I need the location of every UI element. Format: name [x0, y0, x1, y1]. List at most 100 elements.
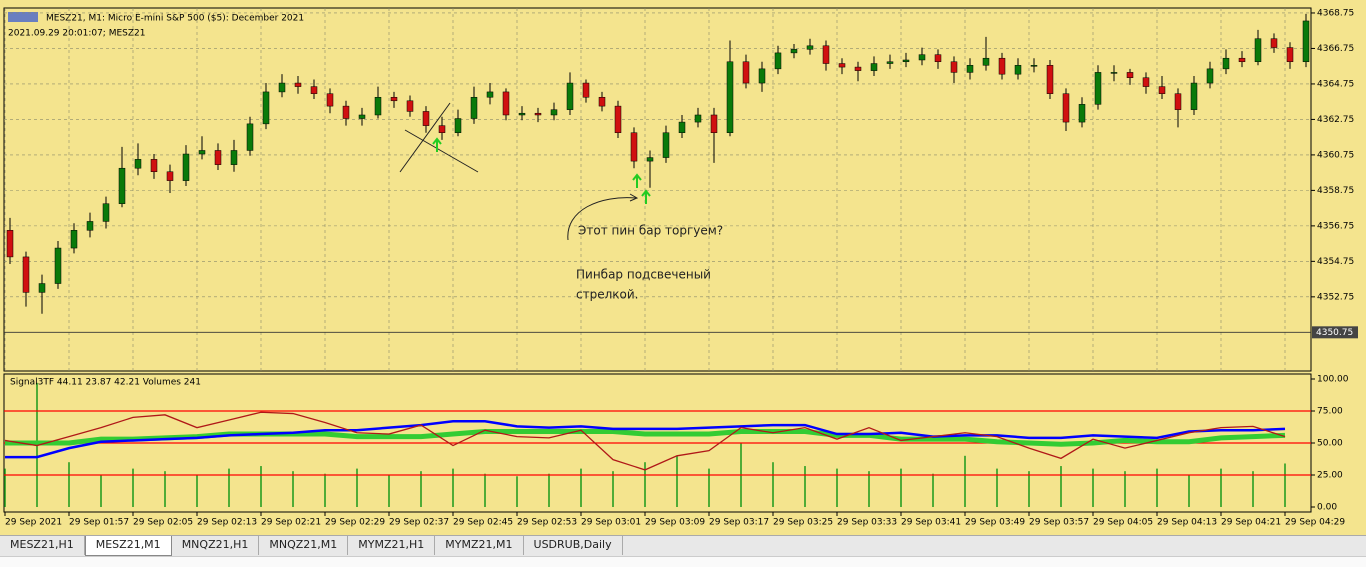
hand-drawn-line — [404, 129, 479, 173]
annotation: Пинбар подсвеченый — [576, 268, 711, 282]
candle-body — [1286, 47, 1294, 63]
x-tick-label: 29 Sep 03:41 — [901, 518, 961, 528]
candle-body — [822, 45, 830, 64]
candle-body — [1062, 93, 1070, 123]
candle-body — [710, 114, 718, 133]
symbol-tab[interactable]: MYMZ21,M1 — [435, 536, 524, 555]
candle-body — [486, 91, 494, 98]
candle-body — [86, 221, 94, 231]
y-tick-label: 4354.75 — [1317, 257, 1354, 267]
window-icon — [8, 12, 38, 22]
candle-body — [582, 82, 590, 98]
candle-body — [230, 150, 238, 165]
candle-body — [118, 167, 126, 204]
annotation: стрелкой. — [576, 288, 638, 302]
candle-body — [806, 45, 814, 50]
background — [0, 0, 1366, 535]
y-tick-label: 4362.75 — [1317, 115, 1354, 125]
candle-body — [438, 125, 446, 133]
candle-body — [454, 118, 462, 133]
symbol-tab[interactable]: MESZ21,H1 — [0, 536, 85, 555]
x-tick-label: 29 Sep 02:21 — [261, 518, 321, 528]
candle-body — [358, 114, 366, 119]
candle-body — [966, 65, 974, 73]
candle-body — [534, 112, 542, 116]
x-tick-label: 29 Sep 02:13 — [197, 518, 257, 528]
x-tick-label: 29 Sep 04:13 — [1157, 518, 1217, 528]
y-tick-label: 50.00 — [1317, 439, 1343, 449]
y-tick-label: 25.00 — [1317, 471, 1343, 481]
annotation: Этот пин бар торгуем? — [578, 224, 723, 238]
candle-body — [22, 256, 30, 293]
candle-body — [870, 63, 878, 71]
candle-body — [1030, 65, 1038, 67]
candle-body — [598, 96, 606, 107]
candle-body — [662, 132, 670, 158]
x-tick-label: 29 Sep 01:57 — [69, 518, 129, 528]
candle-body — [1174, 93, 1182, 110]
x-tick-label: 29 Sep 02:53 — [517, 518, 577, 528]
y-tick-label: 4352.75 — [1317, 292, 1354, 302]
candle-body — [406, 100, 414, 112]
candle-body — [166, 171, 174, 181]
x-tick-label: 29 Sep 02:45 — [453, 518, 513, 528]
window-info: 2021.09.29 20:01:07; MESZ21 — [8, 29, 146, 39]
candle-body — [614, 105, 622, 133]
candle-body — [726, 61, 734, 133]
price-label: 4350.75 — [1316, 328, 1353, 338]
price-label-box — [1312, 326, 1358, 339]
y-tick-label: 4366.75 — [1317, 44, 1354, 54]
candle-body — [1302, 20, 1310, 63]
symbol-tab[interactable]: MNQZ21,H1 — [172, 536, 260, 555]
candle-body — [1142, 77, 1150, 87]
candle-body — [902, 59, 910, 63]
candle-body — [742, 61, 750, 84]
candle-body — [182, 153, 190, 181]
candle-body — [982, 57, 990, 66]
candle-body — [838, 63, 846, 68]
candle-body — [646, 157, 654, 162]
tab-bar: MESZ21,H1 MESZ21,M1 MNQZ21,H1 MNQZ21,M1 MYMZ… — [0, 535, 1366, 556]
candle-body — [278, 82, 286, 93]
indicator-title: Signal3TF 44.11 23.87 42.21 Volumes 241 — [10, 378, 201, 388]
y-tick-label: 4358.75 — [1317, 186, 1354, 196]
candle-body — [566, 82, 574, 110]
candle-body — [1094, 72, 1102, 105]
symbol-tab[interactable]: MYMZ21,H1 — [348, 536, 436, 555]
candle-body — [774, 52, 782, 70]
y-tick-label: 75.00 — [1317, 406, 1343, 416]
candle-body — [246, 123, 254, 151]
candle-body — [294, 82, 302, 87]
indicator-line — [5, 428, 1286, 447]
candle-body — [998, 57, 1006, 75]
x-tick-label: 29 Sep 04:05 — [1093, 518, 1153, 528]
candle-body — [262, 91, 270, 125]
candle-body — [550, 109, 558, 116]
symbol-tab[interactable]: MNQZ21,M1 — [259, 536, 349, 555]
indicator-line — [5, 419, 1286, 459]
candle-body — [198, 150, 206, 155]
candle-body — [854, 66, 862, 71]
hand-drawn-arrow — [567, 197, 637, 241]
candle-body — [518, 112, 526, 116]
symbol-tab[interactable]: MESZ21,M1 — [84, 536, 172, 556]
x-tick-label: 29 Sep 03:01 — [581, 518, 641, 528]
symbol-tab[interactable]: USDRUB,Daily — [524, 536, 623, 555]
candle-body — [1270, 38, 1278, 48]
candle-body — [214, 150, 222, 165]
x-tick-label: 29 Sep 03:17 — [709, 518, 769, 528]
candle-body — [342, 105, 350, 119]
candle-body — [1078, 104, 1086, 123]
candle-body — [422, 111, 430, 126]
chart-window: MESZ21, M1: Micro E-mini S&P 500 ($5): D… — [0, 0, 1366, 535]
candle-body — [886, 61, 894, 64]
x-tick-label: 29 Sep 03:25 — [773, 518, 833, 528]
candle-body — [6, 230, 14, 258]
candle-body — [918, 54, 926, 61]
x-tick-label: 29 Sep 03:49 — [965, 518, 1025, 528]
window-title: MESZ21, M1: Micro E-mini S&P 500 ($5): D… — [46, 14, 304, 24]
main-frame — [3, 7, 1312, 372]
x-tick-label: 29 Sep 03:57 — [1029, 518, 1089, 528]
candle-body — [310, 86, 318, 94]
